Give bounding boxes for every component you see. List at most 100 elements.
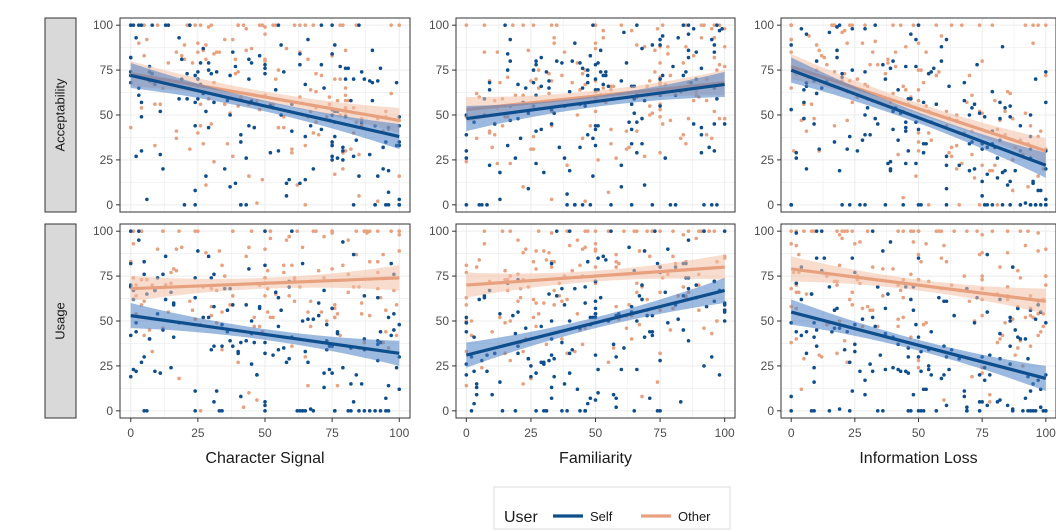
scatter-point-self: [883, 367, 888, 372]
scatter-point-self: [1044, 409, 1048, 413]
scatter-point-other: [249, 229, 254, 233]
scatter-point-other: [1036, 312, 1040, 316]
scatter-point-self: [349, 98, 353, 103]
scatter-point-self: [554, 59, 559, 63]
scatter-point-other: [346, 98, 351, 103]
scatter-point-self: [212, 272, 216, 277]
scatter-point-other: [281, 263, 286, 268]
scatter-point-self: [177, 97, 181, 101]
scatter-point-self: [896, 88, 900, 92]
scatter-point-self: [850, 389, 855, 393]
scatter-point-other: [614, 156, 618, 160]
scatter-point-other: [666, 44, 670, 49]
scatter-point-other: [196, 41, 200, 45]
scatter-point-self: [263, 263, 267, 268]
scatter-point-self: [640, 141, 644, 146]
scatter-point-other: [580, 71, 585, 76]
scatter-point-other: [567, 243, 572, 248]
scatter-point-self: [596, 367, 600, 372]
scatter-point-self: [578, 145, 582, 150]
scatter-point-self: [593, 312, 598, 316]
scatter-point-self: [166, 23, 171, 27]
scatter-point-self: [367, 152, 372, 157]
scatter-point-self: [523, 326, 528, 330]
scatter-point-other: [505, 75, 510, 80]
x-tick-label: 25: [848, 426, 862, 440]
y-tick-label: 100: [93, 224, 113, 238]
legend: User Self Other: [493, 486, 731, 530]
scatter-point-self: [351, 77, 356, 81]
scatter-point-other: [875, 62, 880, 67]
scatter-point-self: [593, 123, 598, 128]
scatter-point-self: [271, 353, 275, 357]
scatter-point-self: [699, 132, 704, 137]
scatter-point-other: [552, 41, 556, 45]
fit-line-self: [465, 288, 726, 357]
scatter-point-other: [658, 61, 662, 65]
scatter-point-other: [490, 145, 494, 150]
scatter-point-self: [812, 409, 816, 413]
scatter-point-other: [717, 116, 722, 121]
scatter-point-other: [583, 199, 587, 204]
scatter-point-self: [145, 197, 149, 202]
scatter-point-self: [370, 98, 375, 103]
scatter-point-self: [298, 52, 302, 56]
scatter-point-self: [702, 203, 706, 207]
scatter-point-self: [306, 360, 310, 365]
scatter-point-self: [676, 317, 680, 322]
scatter-point-other: [131, 241, 136, 246]
scatter-point-other: [560, 337, 564, 341]
scatter-point-self: [686, 48, 691, 53]
scatter-point-self: [835, 55, 839, 60]
scatter-point-other: [469, 319, 474, 323]
scatter-point-self: [619, 79, 624, 83]
scatter-point-self: [601, 82, 606, 87]
scatter-point-other: [570, 80, 575, 85]
scatter-point-self: [977, 400, 982, 404]
scatter-point-self: [977, 409, 982, 413]
scatter-point-other: [624, 147, 629, 151]
scatter-point-self: [614, 396, 618, 401]
scatter-point-self: [357, 23, 361, 27]
scatter-point-self: [249, 61, 254, 65]
scatter-point-self: [142, 272, 146, 277]
scatter-point-other: [252, 315, 257, 320]
scatter-point-other: [593, 109, 598, 114]
scatter-point-other: [954, 167, 959, 171]
scatter-point-other: [789, 340, 793, 345]
scatter-point-other: [230, 37, 235, 42]
scatter-point-self: [131, 23, 136, 27]
scatter-point-other: [722, 44, 727, 49]
scatter-point-self: [485, 203, 489, 207]
scatter-point-self: [863, 26, 867, 31]
scatter-point-other: [549, 265, 554, 269]
scatter-point-other: [850, 23, 855, 27]
scatter-point-other: [531, 23, 536, 27]
scatter-point-self: [868, 132, 872, 137]
scatter-point-other: [845, 229, 850, 233]
scatter-point-self: [287, 177, 291, 182]
scatter-point-self: [1008, 114, 1012, 119]
scatter-point-other: [343, 98, 348, 103]
scatter-point-other: [155, 23, 160, 27]
scatter-point-self: [464, 315, 469, 320]
scatter-point-other: [142, 53, 146, 58]
scatter-point-self: [1028, 389, 1033, 393]
scatter-point-other: [174, 247, 179, 251]
scatter-point-self: [686, 286, 691, 291]
scatter-point-self: [394, 365, 399, 370]
scatter-point-other: [474, 136, 479, 141]
scatter-point-self: [640, 46, 644, 51]
scatter-point-other: [308, 299, 313, 304]
scatter-point-self: [341, 365, 345, 370]
scatter-point-other: [845, 41, 850, 45]
scatter-point-other: [209, 122, 214, 126]
y-tick-label: 50: [436, 314, 450, 328]
scatter-point-self: [134, 329, 138, 334]
scatter-point-other: [637, 322, 642, 327]
x-tick-label: 50: [589, 426, 603, 440]
scatter-point-other: [233, 57, 238, 62]
scatter-point-self: [906, 149, 911, 153]
scatter-point-other: [668, 118, 673, 123]
scatter-point-other: [222, 37, 227, 42]
